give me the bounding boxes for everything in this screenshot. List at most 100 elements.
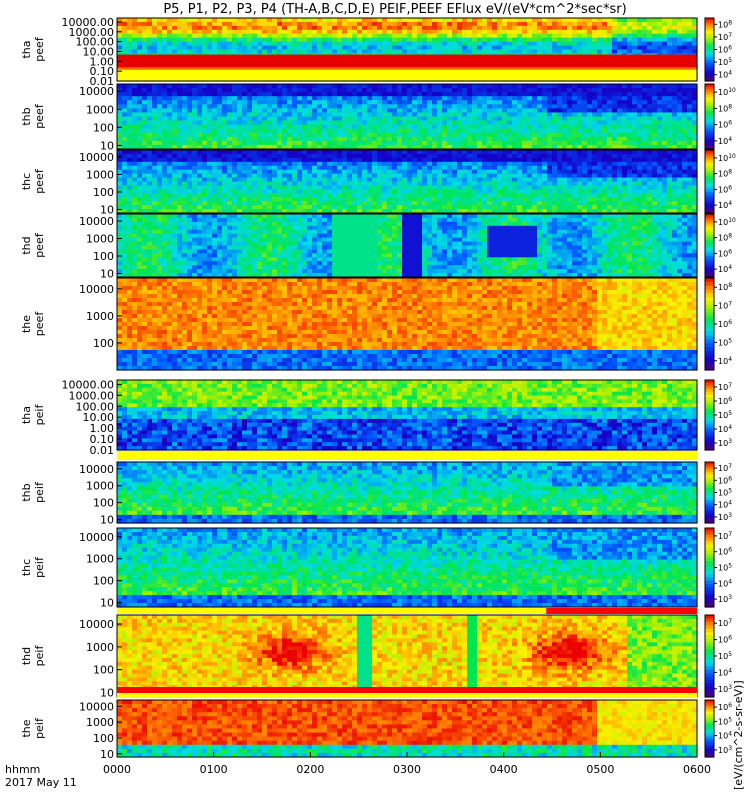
heatmap-cell bbox=[192, 173, 198, 179]
heatmap-cell bbox=[377, 185, 383, 190]
heatmap-cell bbox=[387, 124, 393, 130]
heatmap-cell bbox=[237, 49, 243, 55]
heatmap-cell bbox=[307, 84, 313, 89]
heatmap-cell bbox=[367, 165, 373, 171]
heatmap-cell bbox=[497, 18, 503, 23]
heatmap-cell bbox=[497, 49, 503, 55]
heatmap-cell bbox=[512, 96, 518, 101]
heatmap-cell bbox=[152, 92, 158, 97]
heatmap-cell bbox=[467, 84, 473, 89]
heatmap-cell bbox=[577, 65, 583, 70]
heatmap-cell bbox=[312, 100, 318, 105]
heatmap-cell bbox=[687, 120, 693, 126]
heatmap-cell bbox=[387, 84, 393, 89]
heatmap-cell bbox=[192, 197, 198, 202]
heatmap-cell bbox=[472, 173, 478, 179]
heatmap-cell bbox=[567, 65, 573, 70]
heatmap-cell bbox=[142, 33, 148, 39]
heatmap-cell bbox=[297, 41, 303, 47]
heatmap-cell bbox=[692, 88, 698, 93]
heatmap-cell bbox=[142, 173, 148, 179]
colorbar-swatch bbox=[705, 75, 714, 79]
heatmap-cell bbox=[267, 49, 273, 55]
heatmap-cell bbox=[572, 84, 578, 89]
heatmap-cell bbox=[337, 132, 343, 138]
heatmap-cell bbox=[562, 104, 568, 109]
heatmap-cell bbox=[607, 108, 613, 114]
heatmap-cell bbox=[472, 29, 478, 35]
heatmap-cell bbox=[412, 33, 418, 39]
heatmap-cell bbox=[312, 37, 318, 43]
heatmap-cell bbox=[412, 193, 418, 198]
heatmap-cell bbox=[157, 165, 163, 171]
heatmap-cell bbox=[332, 128, 338, 134]
heatmap-cell bbox=[432, 116, 438, 122]
heatmap-cell bbox=[307, 104, 313, 109]
heatmap-cell bbox=[292, 18, 298, 23]
heatmap-cell bbox=[427, 41, 433, 47]
heatmap-cell bbox=[567, 116, 573, 122]
heatmap-cell bbox=[327, 104, 333, 109]
heatmap-cell bbox=[307, 128, 313, 134]
heatmap-cell bbox=[682, 84, 688, 89]
heatmap-cell bbox=[237, 25, 243, 31]
heatmap-cell bbox=[142, 205, 148, 210]
heatmap-cell bbox=[622, 104, 628, 109]
heatmap-cell bbox=[672, 45, 678, 51]
heatmap-cell bbox=[612, 45, 618, 51]
heatmap-cell bbox=[247, 165, 253, 171]
heatmap-cell bbox=[442, 29, 448, 35]
heatmap-cell bbox=[357, 150, 363, 155]
heatmap-cell bbox=[327, 161, 333, 167]
heatmap-cell bbox=[292, 177, 298, 183]
heatmap-cell bbox=[572, 37, 578, 43]
heatmap-cell bbox=[412, 201, 418, 206]
heatmap-cell bbox=[177, 41, 183, 47]
heatmap-cell bbox=[427, 92, 433, 97]
heatmap-cell bbox=[202, 88, 208, 93]
heatmap-cell bbox=[472, 189, 478, 194]
heatmap-cell bbox=[677, 100, 683, 105]
heatmap-cell bbox=[357, 96, 363, 101]
heatmap-cell bbox=[677, 124, 683, 130]
heatmap-cell bbox=[402, 18, 408, 23]
heatmap-cell bbox=[132, 65, 138, 70]
heatmap-cell bbox=[297, 177, 303, 183]
heatmap-cell bbox=[687, 136, 693, 142]
heatmap-cell bbox=[317, 140, 323, 146]
heatmap-cell bbox=[552, 37, 558, 43]
heatmap-cell bbox=[642, 136, 648, 142]
heatmap-cell bbox=[447, 165, 453, 171]
heatmap-cell bbox=[167, 169, 173, 175]
heatmap-cell bbox=[202, 185, 208, 190]
heatmap-cell bbox=[627, 33, 633, 39]
heatmap-cell bbox=[237, 197, 243, 202]
heatmap-cell bbox=[327, 150, 333, 155]
heatmap-cell bbox=[357, 25, 363, 31]
heatmap-cell bbox=[462, 41, 468, 47]
heatmap-cell bbox=[262, 25, 268, 31]
heatmap-cell bbox=[462, 181, 468, 187]
heatmap-cell bbox=[472, 153, 478, 159]
heatmap-cell bbox=[682, 65, 688, 70]
heatmap-cell bbox=[312, 150, 318, 155]
heatmap-cell bbox=[282, 65, 288, 70]
heatmap-cell bbox=[642, 84, 648, 89]
heatmap-cell bbox=[232, 128, 238, 134]
heatmap-cell bbox=[222, 136, 228, 142]
heatmap-cell bbox=[272, 197, 278, 202]
heatmap-cell bbox=[217, 88, 223, 93]
heatmap-cell bbox=[437, 88, 443, 93]
heatmap-cell bbox=[532, 96, 538, 101]
heatmap-cell bbox=[372, 185, 378, 190]
heatmap-cell bbox=[497, 136, 503, 142]
heatmap-cell bbox=[252, 128, 258, 134]
heatmap-cell bbox=[217, 108, 223, 114]
heatmap-cell bbox=[392, 165, 398, 171]
heatmap-cell bbox=[222, 197, 228, 202]
heatmap-cell bbox=[542, 49, 548, 55]
heatmap-cell bbox=[497, 120, 503, 126]
heatmap-cell bbox=[232, 157, 238, 163]
colorbar-swatch bbox=[705, 28, 714, 32]
